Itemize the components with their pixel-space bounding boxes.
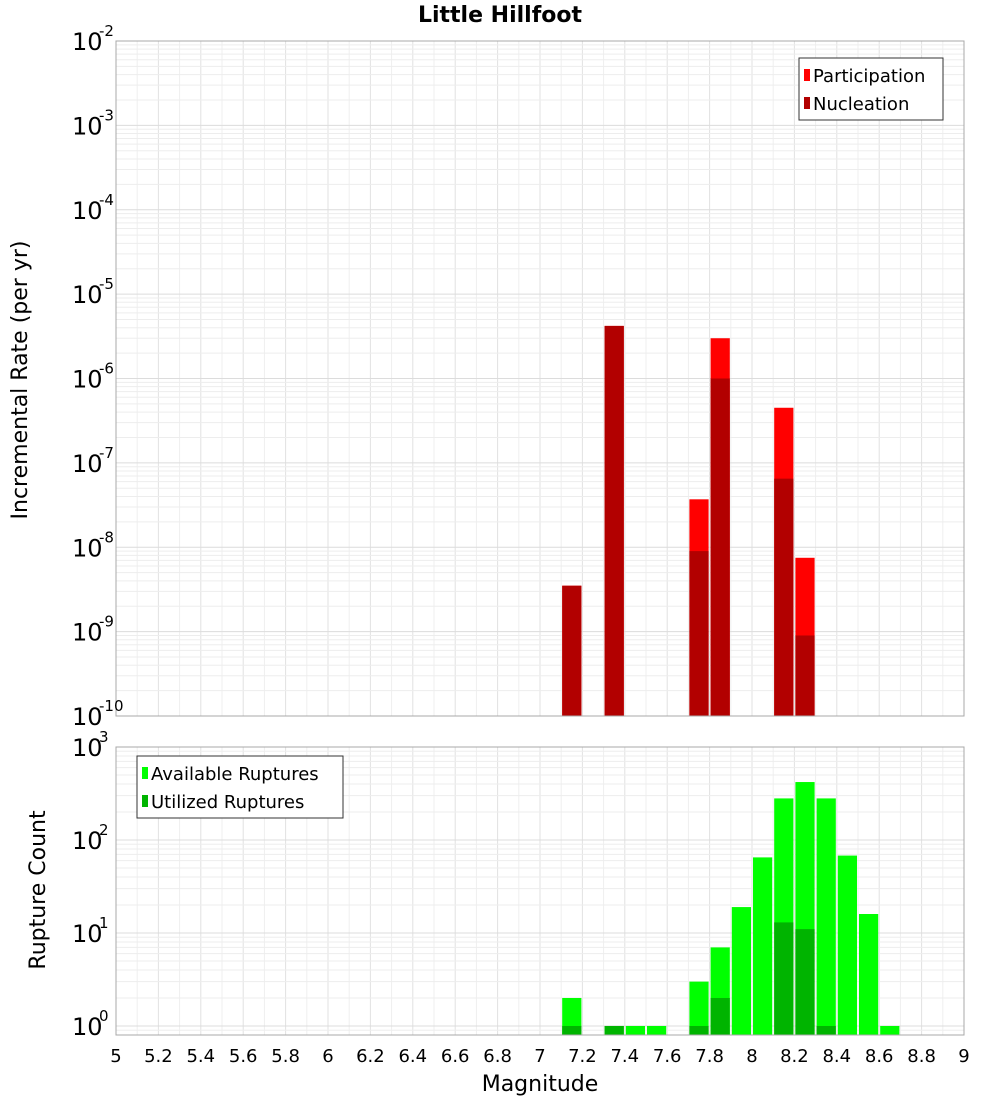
bottom-bar-b	[604, 1025, 624, 1035]
x-tick-label: 8.2	[780, 1046, 809, 1067]
x-tick-label: 7.8	[695, 1046, 724, 1067]
top-bar-b	[562, 585, 582, 716]
x-tick-label: 6.6	[441, 1046, 470, 1067]
bottom-bar-a	[837, 855, 857, 1035]
bottom-bar-b	[795, 929, 815, 1035]
x-tick-label: 6.4	[398, 1046, 427, 1067]
bottom-legend-swatch	[142, 767, 148, 779]
top-y-tick-label: 10	[72, 366, 103, 394]
top-y-tick-exponent: -10	[99, 697, 124, 715]
bottom-y-tick-label: 10	[72, 920, 103, 948]
top-legend-swatch	[804, 69, 810, 81]
bottom-bar-b	[710, 997, 730, 1035]
x-tick-label: 5.4	[186, 1046, 215, 1067]
top-y-tick-exponent: -6	[99, 360, 114, 378]
x-tick-label: 8.6	[865, 1046, 894, 1067]
top-legend-box	[798, 57, 944, 121]
bottom-plot-border	[115, 746, 965, 1036]
bottom-y-tick-exponent: 2	[99, 821, 109, 839]
bottom-bar-a	[647, 1025, 667, 1035]
top-legend-swatch	[804, 97, 810, 109]
x-tick-label: 5.2	[144, 1046, 173, 1067]
bottom-y-tick-label: 10	[72, 827, 103, 855]
bottom-bar-a	[562, 997, 582, 1035]
x-tick-label: 7.2	[568, 1046, 597, 1067]
x-tick-label: 6	[322, 1046, 333, 1067]
x-tick-label: 7.6	[653, 1046, 682, 1067]
top-y-tick-label: 10	[72, 703, 103, 731]
top-bar-b	[710, 378, 730, 716]
top-bar-b	[689, 551, 709, 716]
top-y-tick-label: 10	[72, 112, 103, 140]
bottom-y-tick-label: 10	[72, 1013, 103, 1041]
x-tick-label: 5.6	[229, 1046, 258, 1067]
y-axis-title-count: Rupture Count	[26, 810, 51, 970]
bottom-legend-swatch	[142, 795, 148, 807]
bottom-bar-a	[816, 798, 836, 1035]
x-tick-label: 9	[958, 1046, 969, 1067]
bottom-bar-b	[689, 1025, 709, 1035]
bottom-legend-label: Available Ruptures	[151, 764, 319, 785]
x-tick-label: 7	[534, 1046, 545, 1067]
bottom-y-tick-exponent: 0	[99, 1007, 109, 1025]
top-bar-b	[774, 478, 794, 716]
top-y-tick-label: 10	[72, 619, 103, 647]
bottom-bar-a	[859, 914, 879, 1035]
bottom-bar-a	[625, 1025, 645, 1035]
top-plot-border	[115, 40, 965, 717]
x-tick-label: 8.8	[907, 1046, 936, 1067]
bottom-bar-a	[753, 857, 773, 1035]
top-y-tick-exponent: -4	[99, 191, 114, 209]
x-tick-label: 6.8	[483, 1046, 512, 1067]
bottom-legend-box	[136, 755, 344, 819]
top-y-tick-label: 10	[72, 197, 103, 225]
bottom-bar-b	[816, 1025, 836, 1035]
top-y-tick-label: 10	[72, 534, 103, 562]
top-y-tick-exponent: -7	[99, 444, 114, 462]
top-legend-label: Nucleation	[813, 94, 909, 115]
x-tick-label: 5.8	[271, 1046, 300, 1067]
top-y-tick-label: 10	[72, 281, 103, 309]
bottom-bar-b	[774, 922, 794, 1035]
top-y-tick-label: 10	[72, 28, 103, 56]
bottom-y-tick-label: 10	[72, 734, 103, 762]
top-y-tick-exponent: -3	[99, 106, 114, 124]
x-tick-label: 6.2	[356, 1046, 385, 1067]
x-axis-title: Magnitude	[482, 1072, 599, 1097]
top-y-tick-exponent: -9	[99, 613, 114, 631]
bottom-y-tick-exponent: 1	[99, 914, 109, 932]
top-y-tick-exponent: -8	[99, 528, 114, 546]
bottom-bar-a	[689, 981, 709, 1035]
bottom-legend-label: Utilized Ruptures	[151, 792, 304, 813]
x-tick-label: 8.4	[822, 1046, 851, 1067]
bottom-bar-a	[880, 1025, 900, 1035]
bottom-bar-a	[731, 907, 751, 1035]
x-tick-label: 7.4	[610, 1046, 639, 1067]
top-bar-b	[604, 325, 624, 716]
top-y-tick-label: 10	[72, 450, 103, 478]
top-bar-b	[795, 635, 815, 716]
y-axis-title-rate: Incremental Rate (per yr)	[8, 241, 33, 520]
x-tick-label: 8	[746, 1046, 757, 1067]
top-y-tick-exponent: -5	[99, 275, 114, 293]
bottom-bar-b	[562, 1025, 582, 1035]
chart-title: Little Hillfoot	[418, 3, 583, 28]
bottom-y-tick-exponent: 3	[99, 728, 109, 746]
x-tick-label: 5	[110, 1046, 121, 1067]
top-legend-label: Participation	[813, 66, 925, 87]
top-y-tick-exponent: -2	[99, 22, 114, 40]
